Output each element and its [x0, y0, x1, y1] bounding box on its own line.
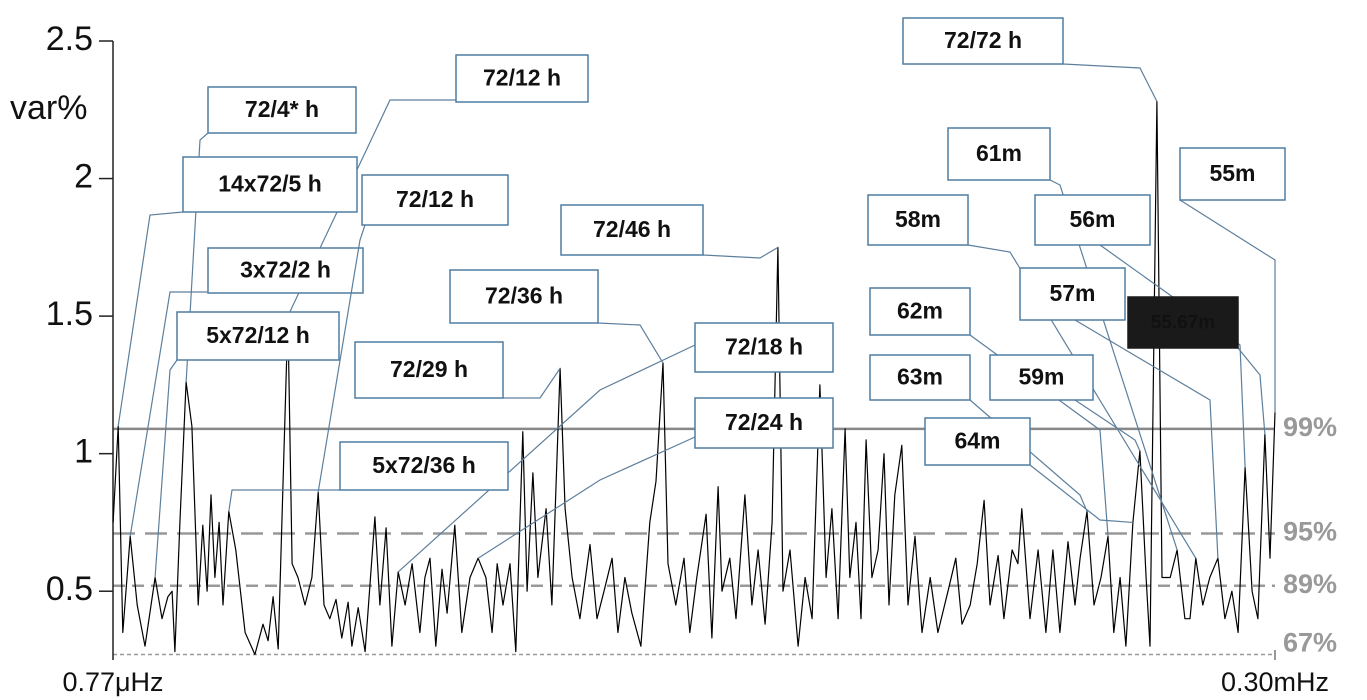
annotation-label: 61m [976, 140, 1022, 166]
annotation-leader [129, 291, 208, 537]
y-tick-label: 1.5 [46, 295, 93, 333]
annotation-box [902, 17, 1064, 65]
y-tick-label: 1 [74, 433, 93, 471]
annotation-leader [1179, 199, 1276, 413]
annotation-label: 72/36 h [485, 283, 563, 309]
annotation-label: 62m [897, 298, 943, 324]
annotation-box [560, 204, 704, 256]
annotation-label: 58m [895, 206, 941, 232]
annotation-leader [1029, 464, 1133, 524]
annotation-box [182, 156, 358, 213]
annotation-label: 56m [1069, 206, 1115, 232]
annotation-label: 72/29 h [390, 356, 468, 382]
annotation-leader [1074, 319, 1219, 559]
annotation-box [207, 247, 364, 294]
annotation-box [869, 354, 971, 401]
annotation-leader [597, 322, 664, 364]
reference-label: 89% [1283, 569, 1337, 599]
y-tick-label: 0.5 [46, 570, 93, 608]
annotation-leader [397, 344, 696, 573]
annotation-box [694, 397, 834, 449]
annotation-box [867, 194, 969, 246]
annotation-leader [185, 132, 209, 383]
annotation-leader [1062, 63, 1158, 102]
annotation-box [1127, 296, 1239, 349]
annotation-box [1034, 194, 1151, 246]
spectrum-line [112, 100, 1276, 656]
annotation-box [176, 311, 340, 361]
annotation-box [207, 86, 357, 134]
annotation-box [339, 441, 509, 491]
annotation-label: 72/72 h [944, 27, 1022, 53]
annotation-leader [317, 224, 366, 493]
annotation-box [1179, 147, 1286, 201]
annotation-box [449, 269, 599, 324]
annotation-leader [228, 489, 340, 512]
reference-label: 67% [1283, 628, 1337, 658]
annotation-leader [1049, 179, 1178, 551]
annotation-leader [154, 359, 178, 578]
x-tick-label: 0.77μHz [62, 667, 163, 697]
annotation-label: 14x72/5 h [218, 171, 322, 197]
annotation-label: 72/46 h [593, 216, 671, 242]
annotation-leader [1099, 244, 1246, 468]
annotation-label: 59m [1018, 364, 1064, 390]
annotation-box [924, 417, 1031, 466]
y-tick-label: 2 [74, 158, 93, 196]
reference-label: 99% [1283, 412, 1337, 442]
annotation-box [947, 127, 1051, 181]
annotation-leader [502, 368, 561, 399]
annotation-label: 72/12 h [396, 186, 474, 212]
annotation-label: 72/24 h [725, 409, 803, 435]
annotation-label: 57m [1049, 280, 1095, 306]
annotation-label: 64m [954, 428, 1000, 454]
annotation-leader [1237, 347, 1266, 435]
annotation-label: 5x72/36 h [372, 452, 476, 478]
y-tick-label: 2.5 [46, 20, 93, 58]
annotation-leader [287, 99, 456, 317]
y-axis-label: var% [10, 89, 87, 127]
x-tick-label: 0.30mHz [1221, 667, 1329, 697]
annotation-box [354, 341, 504, 399]
annotation-leader [702, 246, 779, 259]
annotation-label: 72/4* h [245, 96, 319, 122]
annotation-box [989, 354, 1094, 401]
annotation-label: 72/12 h [483, 65, 561, 91]
annotation-box [455, 54, 589, 103]
annotation-box [361, 174, 509, 226]
annotation-label: 63m [897, 364, 943, 390]
annotation-label: 72/18 h [725, 334, 803, 360]
reference-label: 95% [1283, 517, 1337, 547]
annotation-label: 5x72/12 h [206, 322, 310, 348]
annotation-box [1019, 267, 1126, 321]
annotation-label: 3x72/2 h [240, 257, 331, 283]
annotation-box [869, 287, 971, 336]
annotation-leader [477, 436, 696, 559]
annotation-leader [967, 244, 1197, 559]
annotation-label: 55m [1209, 160, 1255, 186]
annotation-label: 55.67m [1151, 313, 1215, 334]
annotation-leader [1074, 399, 1141, 452]
annotation-leader [117, 211, 184, 427]
annotation-box [694, 322, 834, 373]
